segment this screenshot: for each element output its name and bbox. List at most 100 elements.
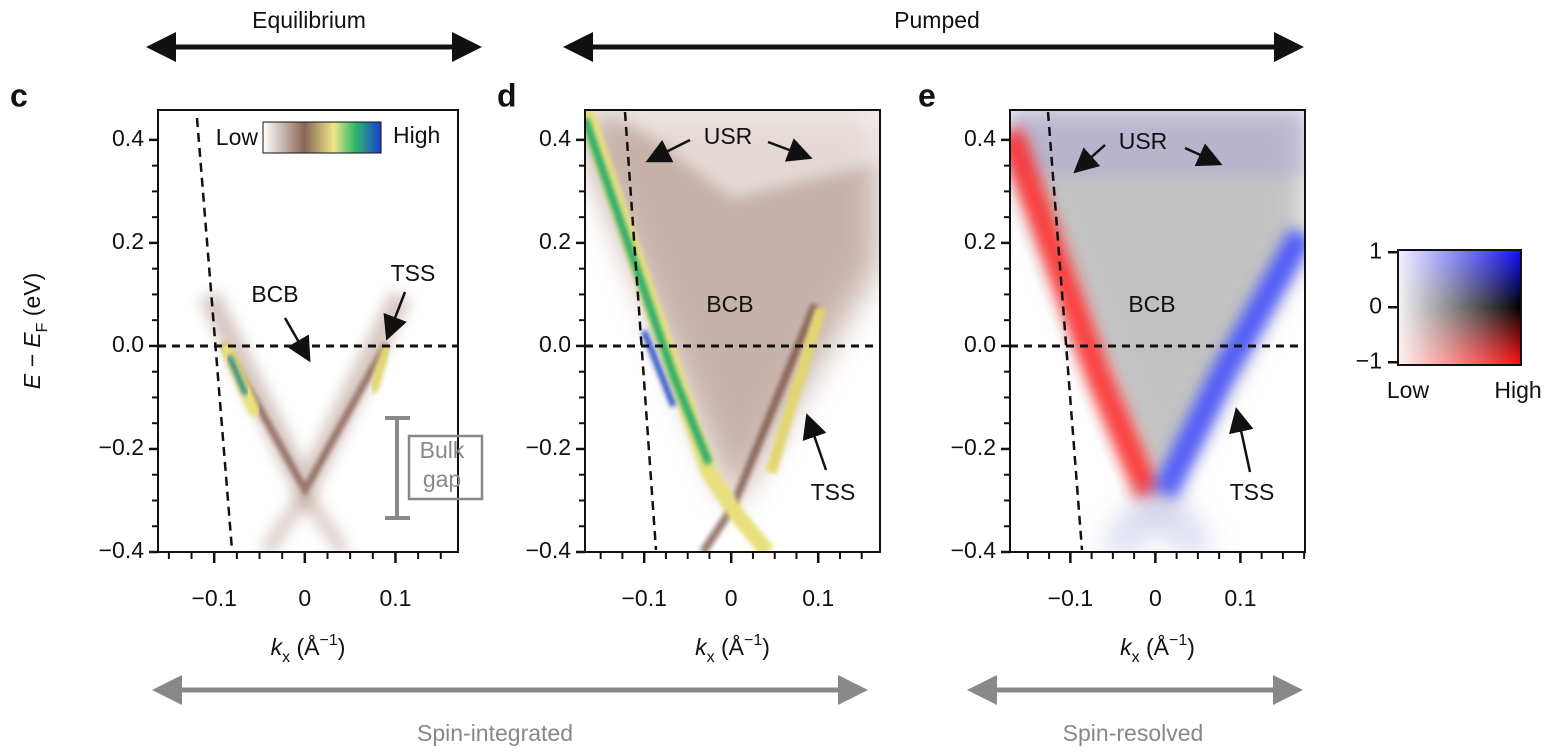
bottom-label: Spin-integrated: [417, 720, 573, 746]
y-tick-label: 0.2: [112, 228, 144, 254]
colorbar-label: Low: [1387, 377, 1430, 403]
tss: [369, 344, 391, 393]
annotation-arrow: [645, 138, 691, 163]
x-label-part: x: [1132, 649, 1140, 666]
y-tick-label: −0.4: [99, 537, 145, 563]
bulk-gap-bracket: [385, 416, 410, 520]
y-tick-label: −0.4: [526, 537, 572, 563]
x-label-part: k: [1120, 634, 1133, 660]
panel-label: d: [497, 77, 517, 113]
annotation: BCB: [1128, 291, 1175, 317]
annotation: BCB: [706, 291, 753, 317]
bottom-arrows: Spin-integrated Spin-resolved: [152, 675, 1303, 746]
y-tick-label: 0.4: [539, 125, 571, 151]
band-l-core: [585, 117, 713, 466]
y-tick-label: 0.2: [964, 228, 996, 254]
y-axis-label: E − EF (eV): [19, 273, 51, 390]
x-label-part: x: [282, 649, 290, 666]
annotation-arrow: [1073, 144, 1106, 174]
x-tick-label: 0.1: [379, 585, 411, 611]
y-label-part: E − E: [19, 332, 45, 390]
top-label: Pumped: [894, 7, 980, 33]
x-label-part: −1: [1169, 632, 1187, 649]
y-tick-label: −1: [1356, 347, 1382, 373]
plot-frame: [157, 109, 459, 553]
x-label-part: −1: [319, 632, 337, 649]
annotation: BCB: [251, 281, 298, 307]
x-label-part: (Å: [715, 633, 745, 660]
guide: [195, 117, 234, 551]
top-label: Equilibrium: [252, 7, 366, 33]
x-axis-label: kx (Å−1): [271, 632, 346, 666]
y-tick-label: 0.2: [539, 228, 571, 254]
annotation-arrow: [383, 291, 407, 341]
colorbar-label: High: [1494, 377, 1541, 403]
annotation: TSS: [811, 479, 856, 505]
annotation: USR: [1119, 128, 1168, 154]
colorbar-label: Low: [216, 124, 259, 150]
y-tick-label: −0.4: [951, 537, 997, 563]
x-label-part: ): [1187, 634, 1195, 660]
band-lower: [260, 482, 350, 553]
x-tick-label: −0.1: [1048, 585, 1093, 611]
x-label-part: ): [762, 634, 770, 660]
annotation: Bulk: [420, 437, 465, 463]
colorbar: [262, 121, 382, 154]
plot-frame: [584, 109, 881, 553]
y-tick-label: 0.0: [964, 331, 996, 357]
band-glow: [199, 290, 411, 515]
panel-label: e: [918, 77, 936, 113]
band-blue: [1151, 227, 1305, 501]
band-r: [765, 307, 827, 475]
spectrum: [199, 290, 411, 553]
top-noise: [614, 110, 880, 199]
colorbar-2d-fade: [1397, 249, 1522, 366]
annotation-arrow: [1229, 407, 1254, 473]
annotation: USR: [704, 123, 753, 149]
top-arrows: Equilibrium Pumped: [146, 7, 1304, 62]
y-tick-label: 0: [1369, 292, 1382, 318]
x-tick-label: −0.1: [191, 585, 236, 611]
annotation: gap: [423, 466, 461, 492]
bottom-label: Spin-resolved: [1063, 720, 1204, 746]
tss-core: [227, 355, 248, 396]
x-label-part: k: [271, 634, 284, 660]
annotation: TSS: [391, 260, 436, 286]
y-label-part: (eV): [19, 273, 45, 323]
x-tick-label: 0.1: [1224, 585, 1256, 611]
x-tick-label: 0: [1149, 585, 1162, 611]
annotation-arrow: [1184, 143, 1223, 167]
guide: [1046, 111, 1084, 551]
band-lower: [1104, 481, 1211, 553]
x-tick-label: −0.1: [621, 585, 666, 611]
y-tick-label: 0.0: [539, 331, 571, 357]
x-tick-label: 0: [298, 585, 311, 611]
bulk-gap-box: [407, 434, 484, 501]
x-label-part: (Å: [1140, 633, 1170, 660]
bcb-fill: [1010, 110, 1305, 508]
y-label-part: F: [34, 322, 51, 332]
y-tick-label: −0.2: [951, 434, 996, 460]
guide: [623, 111, 658, 551]
y-tick-label: 1: [1369, 237, 1382, 263]
band-red: [1010, 127, 1161, 500]
x-label-part: x: [707, 649, 715, 666]
y-tick-label: 0.4: [964, 125, 996, 151]
x-tick-label: 0: [725, 585, 738, 611]
band-l-blue: [641, 329, 677, 408]
plot-frame: [1009, 109, 1306, 553]
x-label-part: (Å: [290, 633, 320, 660]
colorbar-label: High: [393, 122, 440, 148]
y-tick-label: −0.2: [526, 434, 571, 460]
y-tick-label: −0.2: [99, 434, 144, 460]
annotation-arrow: [767, 138, 813, 162]
annotation-arrow: [802, 413, 828, 471]
bcb-fill: [585, 110, 880, 508]
annotation-arrow: [283, 317, 311, 363]
x-axis-label: kx (Å−1): [695, 632, 770, 666]
annotation: TSS: [1230, 479, 1275, 505]
x-axis-label: kx (Å−1): [1120, 632, 1195, 666]
spectrum: [585, 110, 880, 553]
y-tick-label: 0.0: [112, 331, 144, 357]
